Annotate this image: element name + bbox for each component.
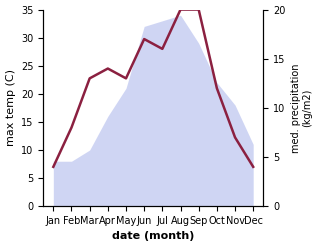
Y-axis label: max temp (C): max temp (C) [5, 69, 16, 146]
X-axis label: date (month): date (month) [112, 231, 194, 242]
Y-axis label: med. precipitation
(kg/m2): med. precipitation (kg/m2) [291, 63, 313, 153]
